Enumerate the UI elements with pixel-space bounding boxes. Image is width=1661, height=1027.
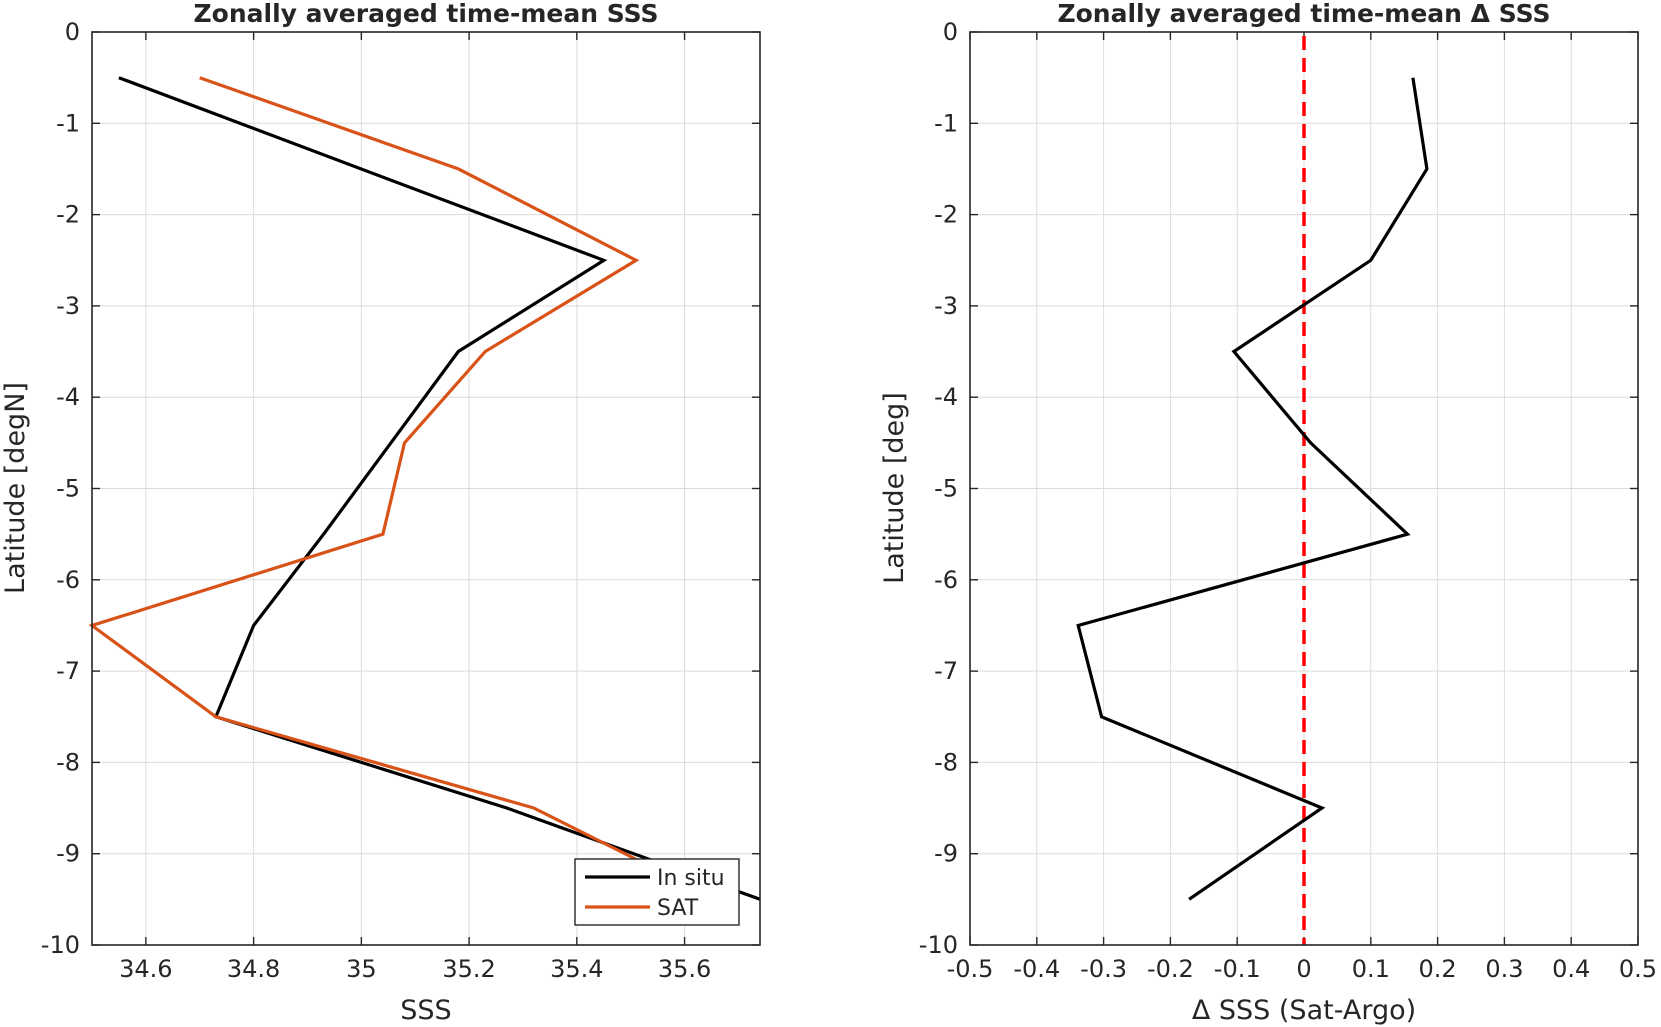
- legend-box: [574, 858, 740, 926]
- y-tick-label: -4: [934, 383, 958, 411]
- x-tick-label: 35: [346, 955, 377, 983]
- y-tick-label: -5: [56, 475, 80, 503]
- sss-x-axis-label: SSS: [400, 995, 451, 1026]
- x-tick-label: -0.4: [1013, 955, 1060, 983]
- x-tick-label: 0.4: [1552, 955, 1590, 983]
- sss-series: [88, 76, 761, 901]
- y-tick-label: -2: [934, 201, 958, 229]
- legend-sat-label: SAT: [657, 896, 699, 921]
- sss-y-axis-label: Latitude [degN]: [0, 382, 31, 594]
- y-tick-label: 0: [943, 18, 958, 46]
- x-tick-label: -0.5: [947, 955, 994, 983]
- y-tick-label: -9: [934, 840, 958, 868]
- x-tick-label: -0.3: [1080, 955, 1127, 983]
- y-tick-label: -9: [56, 840, 80, 868]
- sss-chart-title: Zonally averaged time-mean SSS: [194, 0, 659, 28]
- sss-ticks: [92, 31, 760, 946]
- y-tick-label: -6: [56, 566, 80, 594]
- delta-sss-panel: -0.5 -0.4 -0.3 -0.2 -0.1 0 0.1 0.2 0.3 0.4 0.5 0 -1…: [879, 0, 1657, 1026]
- delta-sss-chart-title: Zonally averaged time-mean Δ SSS: [1058, 0, 1551, 28]
- x-tick-label: 34.6: [119, 955, 172, 983]
- y-tick-label: -4: [56, 383, 80, 411]
- x-tick-label: 0: [1296, 955, 1311, 983]
- y-tick-label: -1: [56, 109, 80, 137]
- delta-sss-y-tick-labels: 0 -1 -2 -3 -4 -5 -6 -7 -8 -9 -10: [919, 18, 958, 959]
- y-tick-label: -2: [56, 201, 80, 229]
- y-tick-label: -10: [919, 931, 958, 959]
- y-tick-label: -6: [934, 566, 958, 594]
- sss-legend: In situ SAT: [574, 858, 740, 926]
- delta-sss-axes-box: [969, 31, 1639, 946]
- x-tick-label: 0.5: [1619, 955, 1657, 983]
- delta-sss-series-0-line: [1076, 77, 1429, 901]
- y-tick-label: -3: [56, 292, 80, 320]
- y-tick-label: -8: [934, 748, 958, 776]
- x-tick-label: 0.3: [1485, 955, 1523, 983]
- sss-sat-line: [88, 76, 648, 867]
- x-tick-label: -0.2: [1147, 955, 1194, 983]
- y-tick-label: -1: [934, 109, 958, 137]
- y-tick-label: -7: [934, 657, 958, 685]
- legend-in-situ-label: In situ: [657, 866, 725, 891]
- x-tick-label: 35.2: [442, 955, 495, 983]
- delta-sss-x-axis-label: Δ SSS (Sat-Argo): [1192, 995, 1416, 1026]
- sss-y-tick-labels: 0 -1 -2 -3 -4 -5 -6 -7 -8 -9 -10: [41, 18, 80, 959]
- sss-in-situ-line: [118, 76, 761, 901]
- sss-axes-box: [91, 31, 761, 946]
- delta-sss-y-axis-label: Latitude [deg]: [879, 392, 910, 584]
- y-tick-label: -8: [56, 748, 80, 776]
- sss-x-tick-labels: 34.6 34.8 35 35.2 35.4 35.6: [119, 955, 711, 983]
- sss-panel: 34.6 34.8 35 35.2 35.4 35.6 0 -1 -2 -3 -4 -5 -6 -7 -8…: [0, 0, 761, 1026]
- y-tick-label: -10: [41, 931, 80, 959]
- x-tick-label: 34.8: [227, 955, 280, 983]
- x-tick-label: 0.2: [1419, 955, 1457, 983]
- x-tick-label: 0.1: [1352, 955, 1390, 983]
- y-tick-label: -7: [56, 657, 80, 685]
- y-tick-label: 0: [65, 18, 80, 46]
- delta-sss-series: [1076, 77, 1429, 901]
- x-tick-label: 35.4: [550, 955, 603, 983]
- y-tick-label: -3: [934, 292, 958, 320]
- delta-sss-x-tick-labels: -0.5 -0.4 -0.3 -0.2 -0.1 0 0.1 0.2 0.3 0.4 0.5: [947, 955, 1658, 983]
- x-tick-label: 35.6: [658, 955, 711, 983]
- y-tick-label: -5: [934, 475, 958, 503]
- x-tick-label: -0.1: [1214, 955, 1261, 983]
